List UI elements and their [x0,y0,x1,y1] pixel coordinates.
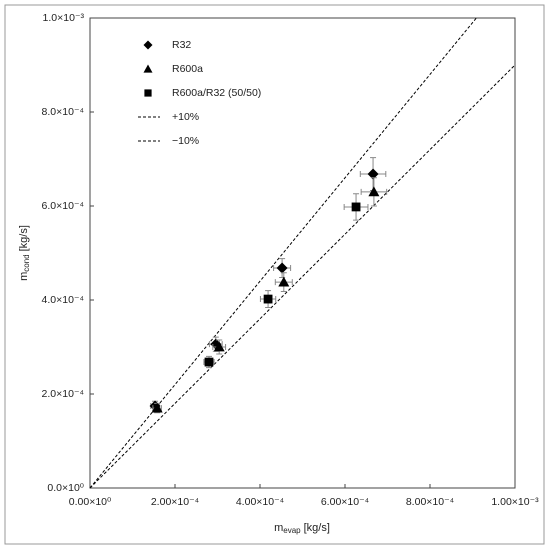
x-axis-label: mevap [kg/s] [274,522,330,535]
y-tick-label: 1.0×10⁻³ [43,12,85,24]
y-tick-label: 8.0×10⁻⁴ [42,106,84,118]
x-tick-label: 4.00×10⁻⁴ [236,496,284,508]
marker-triangle [213,341,225,352]
x-label-main: m [274,522,283,534]
x-tick-label: 8.00×10⁻⁴ [406,496,454,508]
legend-label: R32 [172,39,191,51]
legend-label: +10% [172,111,199,123]
marker-square [204,357,214,367]
plot-frame [89,17,516,489]
x-tick-label: 2.00×10⁻⁴ [151,496,199,508]
y-axis-label: mcond [kg/s] [18,225,31,281]
y-tick-label: 0.0×10⁰ [47,482,84,494]
x-tick-label: 6.00×10⁻⁴ [321,496,369,508]
y-label-main: m [18,272,30,281]
legend-marker [143,64,153,73]
marker-square [351,202,361,212]
legend-label: R600a [172,63,203,75]
legend-marker [144,89,152,97]
legend-marker [143,40,153,50]
reference-line [89,17,477,489]
reference-line [89,64,516,489]
marker-diamond [276,262,288,274]
marker-diamond [367,168,379,180]
outer-frame [4,4,545,545]
marker-triangle [368,186,380,197]
y-tick-label: 6.0×10⁻⁴ [42,200,84,212]
y-tick-label: 4.0×10⁻⁴ [42,294,84,306]
x-tick-label: 0.00×10⁰ [69,496,112,508]
x-label-sub: evap [283,526,301,535]
y-label-sub: cond [22,254,31,271]
y-label-unit: [kg/s] [18,225,30,251]
legend-label: −10% [172,135,199,147]
legend-label: R600a/R32 (50/50) [172,87,261,99]
x-label-unit: [kg/s] [304,522,330,534]
marker-square [263,294,273,304]
y-tick-label: 2.0×10⁻⁴ [42,388,84,400]
x-tick-label: 1.00×10⁻³ [491,496,539,508]
marker-triangle [278,276,290,287]
marker-triangle [151,402,163,413]
